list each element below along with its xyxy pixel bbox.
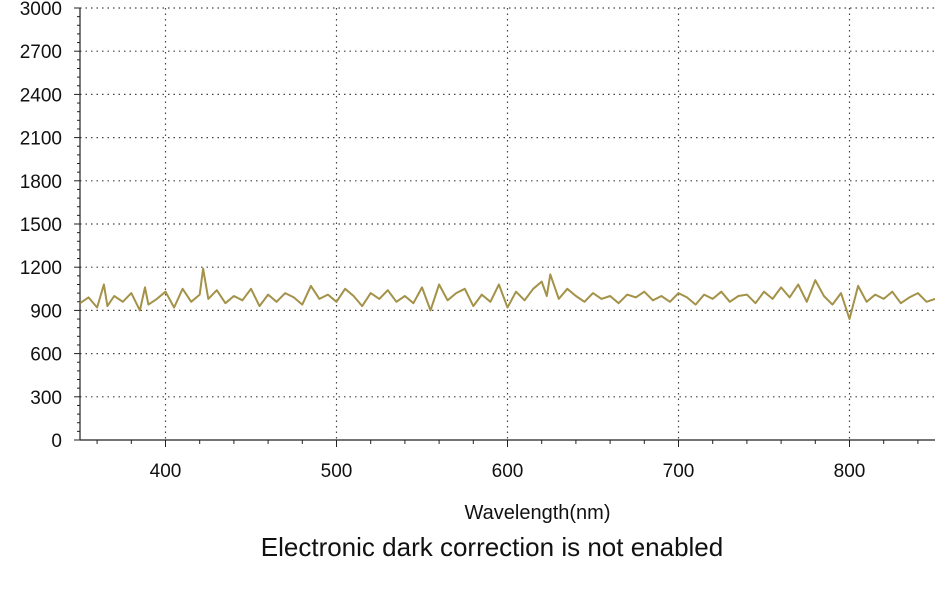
grid-layer xyxy=(80,7,935,440)
spectrum-series-line xyxy=(79,267,936,320)
y-tick-label: 1800 xyxy=(20,172,62,193)
y-tick-label: 0 xyxy=(51,431,62,452)
y-tick-label: 300 xyxy=(30,388,62,409)
x-tick-label: 700 xyxy=(663,461,695,482)
y-tick-label: 2400 xyxy=(20,85,62,106)
y-tick-label: 3000 xyxy=(20,0,62,20)
series-layer xyxy=(79,267,936,320)
y-tick-label: 2700 xyxy=(20,42,62,63)
dark-correction-caption: Electronic dark correction is not enable… xyxy=(261,532,723,562)
y-tick-label: 900 xyxy=(30,301,62,322)
x-axis-label: Wavelength(nm) xyxy=(465,502,611,524)
x-tick-label: 600 xyxy=(492,461,524,482)
y-tick-label: 2100 xyxy=(20,129,62,150)
x-tick-label: 400 xyxy=(150,461,182,482)
y-tick-label: 600 xyxy=(30,345,62,366)
x-tick-label: 500 xyxy=(321,461,353,482)
x-tick-label: 800 xyxy=(834,461,866,482)
axes-layer: 0 300 600 900 1200 1500 1800 2100 2400 2700 3000 40… xyxy=(20,0,935,482)
y-tick-label: 1200 xyxy=(20,258,62,279)
y-tick-label: 1500 xyxy=(20,215,62,236)
